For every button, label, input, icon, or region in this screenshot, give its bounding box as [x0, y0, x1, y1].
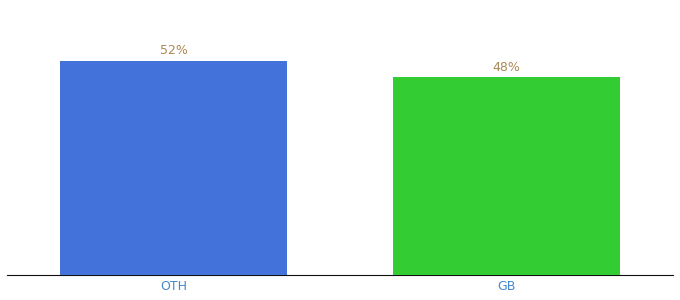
Text: 52%: 52% — [160, 44, 188, 57]
Text: 48%: 48% — [492, 61, 520, 74]
Bar — [393, 77, 620, 275]
Bar — [60, 61, 287, 275]
